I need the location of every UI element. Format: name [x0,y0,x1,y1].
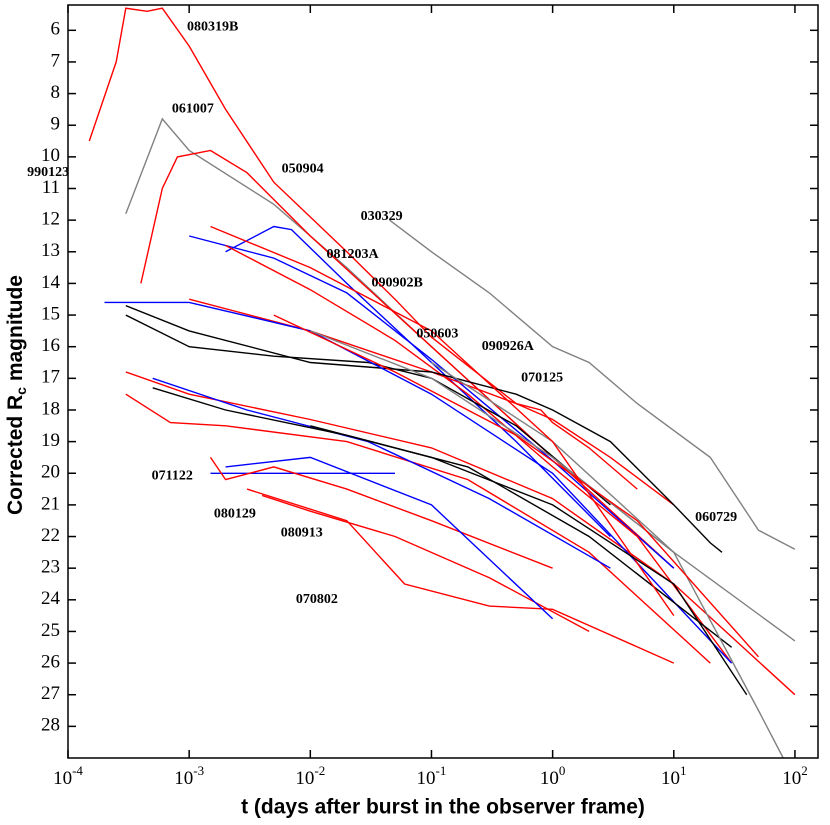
curve-label: 050603 [416,326,458,341]
x-tick-exponent: -2 [314,763,325,778]
x-tick-base: 10 [174,768,193,789]
y-tick-label: 28 [41,715,60,736]
x-tick-exponent: 1 [680,763,687,778]
x-tick-exponent: 2 [801,763,808,778]
curve-label: 081203A [326,247,379,262]
y-tick-label: 9 [51,114,61,135]
light-curve [209,457,553,569]
curve-label: 070802 [296,592,338,607]
light-curve [189,235,675,569]
y-tick-label: 27 [41,683,60,704]
light-curve [225,456,554,620]
y-label-sub: c [13,387,29,395]
light-curve [140,149,675,569]
y-tick-label: 14 [41,272,61,293]
light-curve [125,393,711,664]
light-curve [261,494,590,633]
curve-label: 030329 [361,209,403,224]
y-tick-label: 18 [41,398,60,419]
x-tick-label: 10-2 [295,763,325,789]
y-label-rest: magnitude [4,275,27,387]
y-tick-label: 19 [41,430,60,451]
x-tick-label: 101 [661,763,687,789]
light-curve [88,7,517,405]
y-tick-label: 23 [41,557,60,578]
y-tick-label: 13 [41,240,60,261]
curve-label: 090926A [482,339,535,354]
light-curve [431,361,784,758]
x-axis-label: t (days after burst in the observer fram… [241,796,645,819]
y-tick-label: 7 [51,50,61,71]
y-label-main: Corrected R [4,395,27,515]
y-tick-label: 17 [41,367,60,388]
curve-label: 080129 [214,507,256,522]
y-tick-label: 6 [51,19,61,40]
x-tick-label: 10-3 [174,763,204,789]
light-curve [516,402,638,490]
y-tick-label: 20 [41,462,60,483]
y-tick-label: 12 [41,209,60,230]
x-tick-exponent: -1 [436,763,447,778]
curve-label: 061007 [172,102,214,117]
x-tick-label: 10-1 [417,763,447,789]
x-tick-base: 10 [540,768,559,789]
x-tick-base: 10 [53,768,72,789]
curve-label: 071122 [152,469,193,484]
x-tick-label: 102 [782,763,808,789]
light-curve [125,371,796,696]
curve-label: 050904 [282,162,324,177]
y-axis-label: Corrected Rc magnitude [4,275,29,515]
x-tick-exponent: 0 [559,763,566,778]
x-tick-base: 10 [661,768,680,789]
light-curve [246,488,675,664]
y-tick-label: 26 [41,651,60,672]
x-tick-exponent: -3 [193,763,204,778]
x-tick-exponent: -4 [72,763,83,778]
light-curve [210,225,675,617]
light-curve [273,314,760,658]
light-curve [310,330,796,642]
y-tick-label: 16 [41,335,60,356]
y-tick-label: 24 [41,588,61,609]
y-tick-label: 8 [51,82,61,103]
light-curve [152,377,611,569]
x-tick-label: 100 [540,763,566,789]
curve-label: 090902B [372,276,423,291]
light-curve [389,219,796,550]
x-tick-base: 10 [417,768,436,789]
y-tick-label: 22 [41,525,60,546]
x-tick-base: 10 [295,768,314,789]
light-curve [225,244,733,664]
y-tick-label: 25 [41,620,60,641]
light-curve [225,225,611,537]
light-curve [310,425,748,696]
plot-frame [67,4,819,759]
curve-label: 080319B [187,19,238,34]
y-tick-label: 21 [41,493,60,514]
curve-label: 990123 [27,165,69,180]
light-curve [104,301,733,664]
x-tick-label: 10-4 [53,763,83,789]
curve-label: 060729 [695,510,737,525]
y-tick-label: 10 [41,145,60,166]
light-curve [125,314,611,506]
curve-label: 080913 [281,526,323,541]
y-tick-label: 11 [42,177,60,198]
curve-label: 070125 [521,371,563,386]
light-curve [125,304,723,553]
x-tick-base: 10 [782,768,801,789]
y-tick-label: 15 [41,303,60,324]
